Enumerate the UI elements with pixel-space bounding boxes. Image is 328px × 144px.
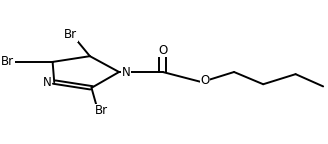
Text: Br: Br	[95, 104, 108, 117]
Text: Br: Br	[64, 28, 77, 41]
Text: O: O	[158, 44, 167, 57]
Text: O: O	[200, 74, 210, 87]
Text: N: N	[43, 76, 51, 89]
Text: N: N	[122, 66, 131, 78]
Text: Br: Br	[1, 55, 14, 68]
